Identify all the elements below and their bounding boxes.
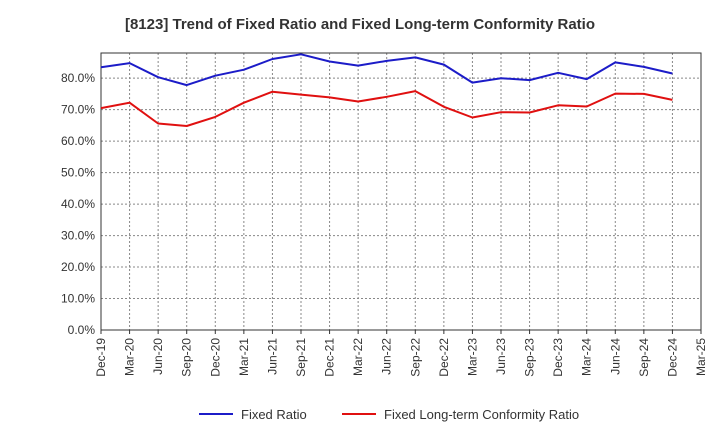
y-tick-label: 20.0% [61, 260, 95, 274]
x-tick-label: Mar-25 [694, 338, 708, 376]
series-line-2 [100, 90, 673, 127]
x-tick-label: Mar-22 [351, 338, 365, 376]
x-tick-label: Mar-23 [465, 338, 479, 376]
x-tick-label: Dec-20 [208, 338, 222, 377]
x-tick-label: Jun-22 [380, 338, 394, 375]
x-tick-label: Mar-20 [123, 338, 137, 376]
plot-frame [100, 52, 702, 331]
y-tick-label: 40.0% [61, 197, 95, 211]
y-tick-label: 80.0% [61, 71, 95, 85]
y-tick-label: 0.0% [68, 323, 96, 337]
x-tick-label: Mar-24 [580, 338, 594, 376]
legend-label-2: Fixed Long-term Conformity Ratio [384, 407, 579, 422]
x-tick-label: Jun-20 [151, 338, 165, 375]
x-tick-label: Sep-21 [294, 338, 308, 377]
x-tick-label: Dec-19 [94, 338, 108, 377]
x-tick-label: Sep-23 [523, 338, 537, 377]
chart-title: [8123] Trend of Fixed Ratio and Fixed Lo… [125, 16, 595, 33]
y-tick-label: 60.0% [61, 134, 95, 148]
x-tick-label: Sep-22 [408, 338, 422, 377]
y-tick-label: 50.0% [61, 166, 95, 180]
legend-label-1: Fixed Ratio [241, 407, 307, 422]
x-tick-label: Jun-24 [608, 338, 622, 375]
axes: 0.0% 10.0% 20.0% 30.0% 40.0% 50.0% 60.0% 70.0% 8… [61, 52, 708, 377]
y-tick-label: 70.0% [61, 103, 95, 117]
x-tick-label: Dec-23 [551, 338, 565, 377]
x-tick-label: Sep-24 [637, 338, 651, 377]
x-tick-label: Mar-21 [237, 338, 251, 376]
x-tick-label: Dec-24 [665, 338, 679, 377]
series-line-1 [100, 53, 673, 87]
x-tick-label: Dec-22 [437, 338, 451, 377]
series-lines [100, 53, 673, 127]
y-tick-label: 30.0% [61, 229, 95, 243]
legend: Fixed Ratio Fixed Long-term Conformity Ra… [199, 407, 579, 422]
y-tick-label: 10.0% [61, 292, 95, 306]
x-tick-label: Dec-21 [323, 338, 337, 377]
x-tick-label: Sep-20 [180, 338, 194, 377]
x-tick-label: Jun-21 [265, 338, 279, 375]
x-tick-label: Jun-23 [494, 338, 508, 375]
